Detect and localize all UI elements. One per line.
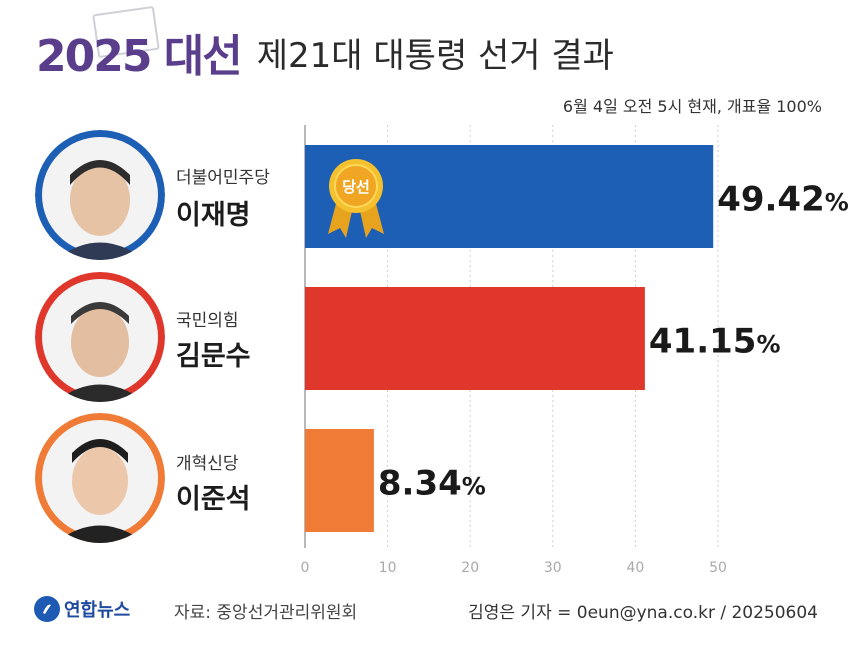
- tick-label-0: 0: [301, 560, 310, 576]
- title: 2025 대선 제21대 대통령 선거 결과: [36, 22, 614, 82]
- subtitle: 6월 4일 오전 5시 현재, 개표율 100%: [562, 97, 822, 116]
- credit-note: 김영은 기자 = 0eun@yna.co.kr / 20250604: [468, 603, 818, 623]
- tick-label-50: 50: [709, 560, 727, 576]
- agency-logo: 연합뉴스: [34, 596, 130, 622]
- logo-text: 연합뉴스: [64, 600, 131, 621]
- title-year: 2025 대선: [36, 31, 243, 82]
- winner-badge-label: 당선: [342, 178, 370, 196]
- party-label-2: 국민의힘: [176, 311, 239, 331]
- candidate-name-3: 이준석: [176, 484, 251, 515]
- party-label-1: 더불어민주당: [176, 168, 270, 188]
- value-label-1: 49.42%: [717, 180, 849, 220]
- tick-label-20: 20: [461, 560, 479, 576]
- candidate-name-2: 김문수: [176, 341, 251, 372]
- party-label-3: 개혁신당: [176, 454, 239, 474]
- tick-label-10: 10: [379, 560, 397, 576]
- tick-label-40: 40: [626, 560, 644, 576]
- candidate-photo-2: [35, 272, 165, 402]
- bar-2: [305, 287, 645, 390]
- candidate-photo-1: [35, 130, 165, 260]
- tick-label-30: 30: [544, 560, 562, 576]
- value-label-3: 8.34%: [378, 464, 486, 504]
- candidate-name-1: 이재명: [176, 200, 251, 231]
- title-main: 제21대 대통령 선거 결과: [256, 35, 614, 76]
- bar-3: [305, 429, 374, 532]
- logo-icon: [34, 596, 60, 622]
- source-note: 자료: 중앙선거관리위원회: [174, 603, 358, 623]
- candidate-photo-3: [35, 413, 165, 543]
- winner-badge-icon: 당선: [328, 159, 384, 238]
- value-label-2: 41.15%: [649, 322, 781, 362]
